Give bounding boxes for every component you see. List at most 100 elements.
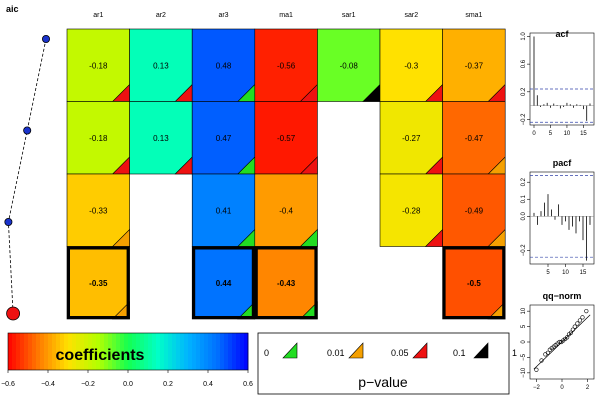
qq-point — [577, 318, 583, 323]
colorbar-segment — [180, 333, 185, 370]
legend-triangle — [348, 342, 364, 359]
colorbar-segment — [96, 333, 101, 370]
colorbar-tick-label: −0.6 — [1, 381, 15, 388]
colorbar-segment — [20, 333, 25, 370]
colorbar-segment — [148, 333, 153, 370]
heatmap-cell: -0.35 — [66, 246, 130, 320]
colorbar-segment — [184, 333, 189, 370]
legend-label: 1 — [512, 348, 517, 358]
cell-value: -0.08 — [340, 61, 359, 70]
colorbar-segment — [192, 333, 197, 370]
panel-frame — [529, 32, 595, 126]
best-model-outline — [67, 246, 130, 319]
legend-label: 0.1 — [453, 348, 466, 358]
legend-label: 0.05 — [391, 348, 409, 358]
column-label-ar1: ar1 — [93, 12, 103, 19]
qq-point — [539, 358, 544, 363]
colorbar-segment — [72, 333, 77, 370]
qq-point — [580, 315, 585, 320]
colorbar-segment — [76, 333, 81, 370]
cell-fill — [66, 28, 130, 102]
qq-point — [570, 327, 575, 332]
colorbar-segment — [64, 333, 69, 370]
colorbar-segment — [40, 333, 45, 370]
colorbar-segment — [236, 333, 241, 370]
qq-point — [565, 335, 570, 340]
legend-frame — [257, 332, 510, 395]
cell-value: 0.41 — [216, 206, 232, 215]
colorbar-segment — [172, 333, 177, 370]
x-tick-label: 10 — [562, 270, 569, 276]
aic-line — [7, 38, 47, 314]
cell-value: -0.18 — [89, 61, 108, 70]
heatmap-cell: 0.47 — [191, 101, 256, 175]
colorbar-segment — [36, 333, 41, 370]
colorbar-segment — [12, 333, 17, 370]
aic-title: aic — [6, 4, 19, 14]
aic-panel: aic — [4, 4, 51, 321]
cell-fill — [317, 28, 381, 102]
colorbar-segment — [116, 333, 121, 370]
heatmap-cell: -0.43 — [254, 246, 318, 320]
colorbar-segment — [136, 333, 141, 370]
cell-fill — [191, 101, 256, 175]
colorbar-segment — [8, 333, 13, 370]
colorbar-segment — [200, 333, 205, 370]
colorbar-segment — [56, 333, 61, 370]
colorbar-segment — [152, 333, 157, 370]
cell-value: 0.44 — [216, 279, 232, 288]
colorbar-tick-label: −0.2 — [81, 381, 95, 388]
heatmap-cell: -0.49 — [442, 173, 506, 247]
colorbar-segment — [92, 333, 97, 370]
legend-label: 0 — [264, 348, 269, 358]
colorbar-segment — [124, 333, 129, 370]
colorbar-segment — [212, 333, 217, 370]
pacf-panel: pacf −0.2 0.0 0.1 0.2 5 10 15 — [521, 158, 595, 276]
y-tick-label: 0.6 — [521, 59, 527, 68]
acf-panel: acf −0.2 0.2 0.6 1.0 0 5 10 15 — [521, 29, 595, 137]
colorbar-segment — [196, 333, 201, 370]
cell-value: -0.43 — [277, 279, 296, 288]
legend-triangle — [282, 342, 298, 359]
y-tick-label: −10 — [521, 367, 527, 378]
aic-point — [42, 35, 51, 44]
y-tick-label: 0 — [521, 340, 527, 344]
colorbar-tick-label: 0.0 — [123, 381, 133, 388]
best-model-outline — [192, 246, 255, 319]
cell-value: -0.3 — [404, 61, 418, 70]
cell-value: -0.35 — [89, 279, 108, 288]
y-tick-label: 0.0 — [521, 211, 527, 220]
column-label-ar3: ar3 — [218, 12, 228, 19]
cell-value: -0.27 — [402, 134, 421, 143]
pacf-title: pacf — [553, 158, 573, 168]
legend-triangle — [473, 342, 489, 359]
colorbar-segment — [176, 333, 181, 370]
colorbar-segment — [164, 333, 169, 370]
qq-point — [545, 350, 551, 355]
colorbar-segment — [32, 333, 37, 370]
colorbar: coefficients −0.6 −0.4 −0.2 0.0 0.2 0.4 0.6 — [1, 332, 253, 388]
cell-fill — [191, 28, 256, 102]
heatmap-cell: 0.44 — [191, 246, 256, 320]
best-model-outline — [254, 246, 318, 319]
cell-fill — [191, 173, 256, 247]
heatmap-cell: -0.3 — [379, 28, 443, 102]
colorbar-segment — [128, 333, 133, 370]
heatmap-cell: -0.56 — [254, 28, 318, 102]
colorbar-segment — [44, 333, 49, 370]
qq-point — [575, 321, 580, 326]
colorbar-segment — [48, 333, 53, 370]
colorbar-label: coefficients — [56, 347, 145, 364]
colorbar-segment — [156, 333, 161, 370]
aic-point — [23, 126, 32, 135]
cell-fill — [66, 173, 130, 247]
cell-value: 0.13 — [153, 61, 169, 70]
colorbar-tick-label: −0.4 — [41, 381, 55, 388]
colorbar-segment — [100, 333, 105, 370]
x-tick-label: 0 — [532, 131, 536, 137]
panel-frame — [529, 171, 595, 265]
cell-fill — [191, 246, 256, 320]
column-label-ma1: ma1 — [279, 12, 293, 19]
colorbar-segment — [244, 333, 249, 370]
